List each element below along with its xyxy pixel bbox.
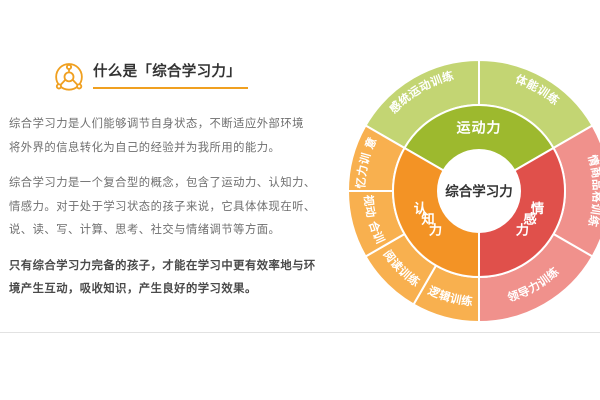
svg-text:综合学习力: 综合学习力 <box>445 183 513 199</box>
svg-text:记忆力训练: 记忆力训练 <box>0 0 373 189</box>
svg-text:运动力: 运动力 <box>457 120 502 136</box>
svg-text:统合训练: 统合训练 <box>0 0 388 246</box>
svg-text:注意力: 注意力 <box>0 0 380 151</box>
svg-text:力: 力 <box>429 222 442 238</box>
svg-text:力: 力 <box>516 222 529 238</box>
